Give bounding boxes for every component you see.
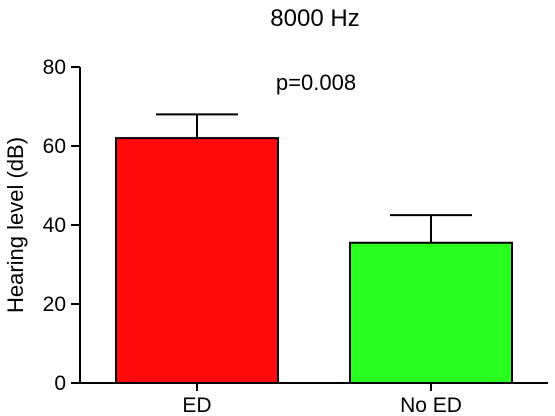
x-axis: ED No ED: [80, 382, 548, 416]
y-tick-label: 60: [43, 135, 66, 158]
x-tick-label: No ED: [400, 394, 462, 416]
y-tick-label: 80: [43, 56, 66, 79]
y-tick-label: 20: [43, 293, 66, 316]
bar-ed: [115, 137, 279, 384]
y-axis-label: Hearing level (dB): [3, 137, 28, 313]
bar-no-ed: [349, 241, 513, 384]
chart-title: 8000 Hz: [270, 5, 359, 32]
y-axis: 0 20 40 60 80: [43, 56, 81, 395]
p-value-annotation: p=0.008: [276, 70, 356, 95]
x-tick-label: ED: [182, 394, 211, 416]
y-tick-label: 40: [43, 214, 66, 237]
y-tick-label: 0: [54, 372, 66, 395]
bars-group: [115, 113, 513, 384]
